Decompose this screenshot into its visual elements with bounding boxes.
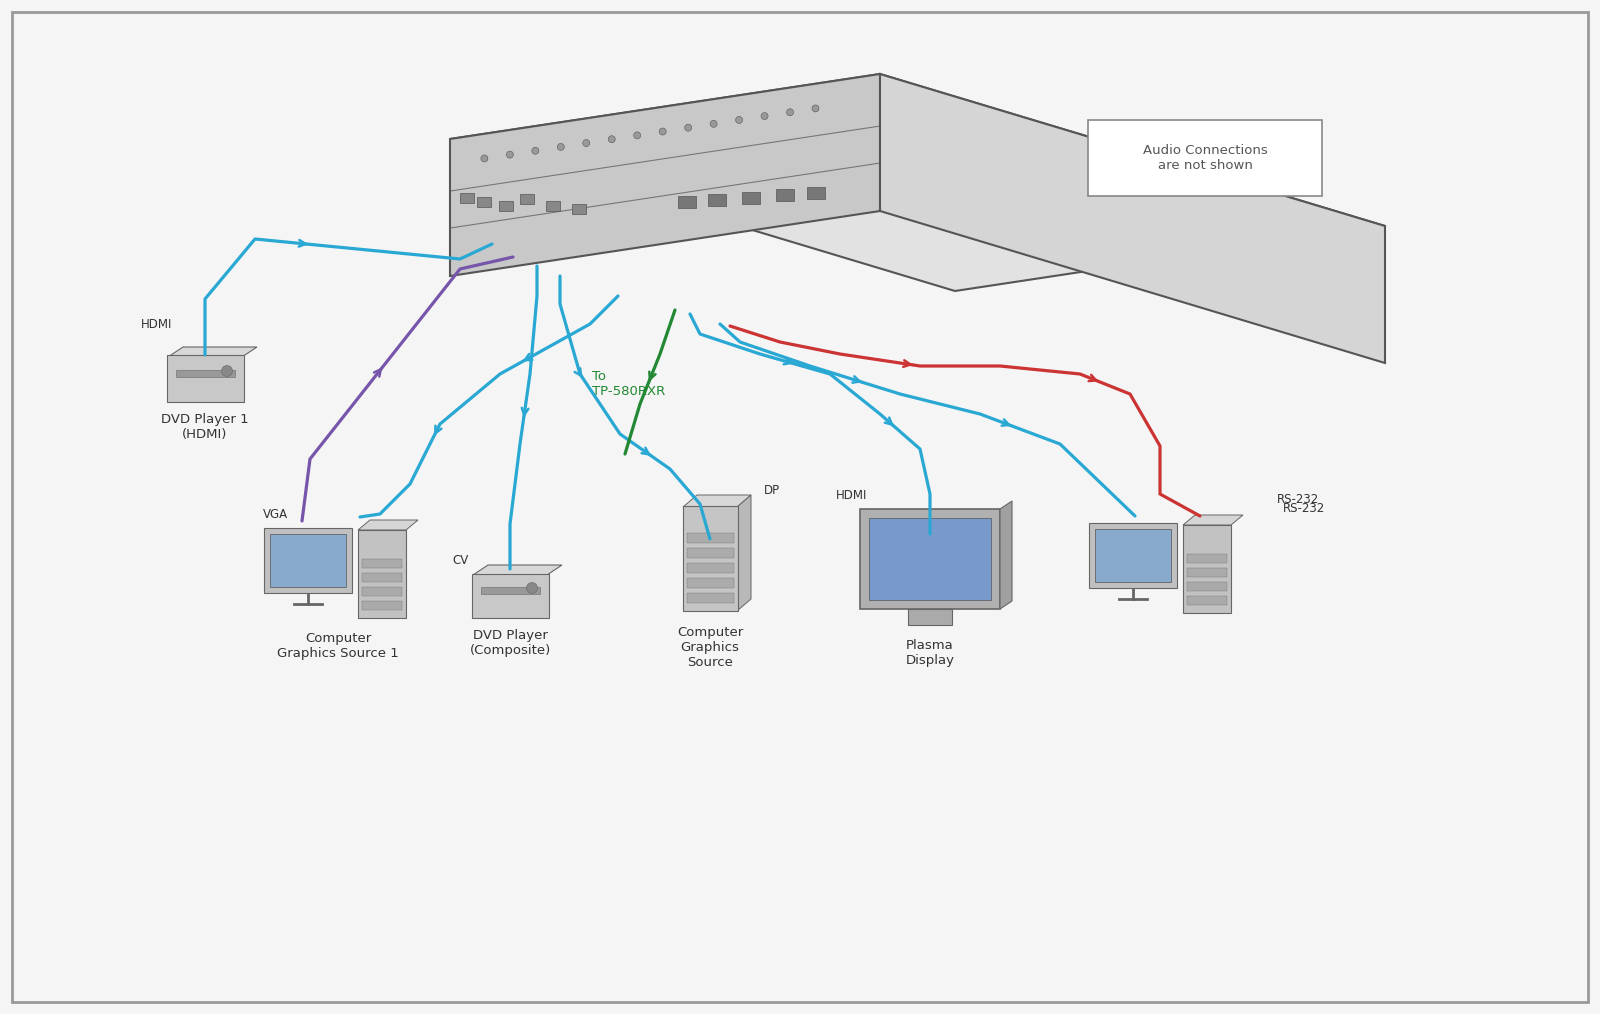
Bar — [270, 534, 346, 587]
Bar — [909, 609, 952, 625]
Polygon shape — [450, 74, 880, 276]
Bar — [1187, 596, 1227, 605]
Bar — [520, 194, 534, 204]
Bar — [176, 370, 235, 377]
FancyBboxPatch shape — [166, 355, 245, 402]
Circle shape — [634, 132, 640, 139]
Polygon shape — [738, 495, 750, 611]
Circle shape — [762, 113, 768, 120]
Text: DVD Player
(Composite): DVD Player (Composite) — [469, 629, 550, 657]
Bar — [677, 196, 696, 208]
Circle shape — [526, 582, 538, 593]
Bar — [573, 204, 586, 214]
Bar — [686, 563, 734, 573]
Bar — [686, 593, 734, 603]
Circle shape — [787, 108, 794, 116]
Polygon shape — [168, 347, 258, 357]
Bar — [362, 559, 402, 568]
Text: Audio Connections
are not shown: Audio Connections are not shown — [1142, 144, 1267, 172]
Bar — [499, 201, 514, 211]
Text: RS-232: RS-232 — [1277, 493, 1320, 506]
Circle shape — [531, 147, 539, 154]
Text: HDMI: HDMI — [141, 317, 173, 331]
Polygon shape — [880, 74, 1386, 363]
Polygon shape — [450, 74, 1386, 291]
Polygon shape — [474, 565, 562, 575]
Circle shape — [813, 104, 819, 112]
Bar — [546, 201, 560, 211]
Text: Computer
Graphics Source 1: Computer Graphics Source 1 — [277, 632, 398, 660]
Text: Plasma
Display: Plasma Display — [906, 639, 955, 667]
Bar — [686, 533, 734, 544]
Text: VGA: VGA — [262, 507, 288, 520]
Polygon shape — [1000, 501, 1013, 609]
Circle shape — [557, 143, 565, 150]
Circle shape — [608, 136, 616, 143]
Text: DVD Player 1
(HDMI): DVD Player 1 (HDMI) — [162, 413, 250, 441]
Bar — [1187, 554, 1227, 563]
Polygon shape — [1182, 515, 1243, 525]
Circle shape — [482, 155, 488, 162]
Bar — [461, 193, 474, 203]
Bar — [1187, 568, 1227, 577]
Text: CV: CV — [451, 554, 469, 567]
Bar — [686, 548, 734, 558]
Bar — [1090, 523, 1178, 588]
Bar — [861, 509, 1000, 609]
Bar — [869, 518, 990, 600]
Bar — [362, 601, 402, 610]
Bar — [362, 587, 402, 596]
Bar — [358, 530, 406, 618]
Text: HDMI: HDMI — [837, 489, 867, 502]
FancyBboxPatch shape — [13, 12, 1587, 1002]
Text: RS-232: RS-232 — [1283, 503, 1325, 515]
Circle shape — [221, 365, 232, 376]
Text: DP: DP — [763, 484, 781, 497]
Bar — [1182, 525, 1230, 613]
Bar — [264, 528, 352, 593]
Bar — [1187, 582, 1227, 591]
Bar — [686, 578, 734, 588]
Text: Computer
Graphics
Source: Computer Graphics Source — [677, 626, 742, 669]
Bar — [1094, 529, 1171, 582]
Bar — [806, 188, 824, 200]
Bar — [776, 190, 795, 201]
FancyBboxPatch shape — [1088, 120, 1322, 196]
Circle shape — [506, 151, 514, 158]
Bar — [742, 192, 760, 204]
FancyBboxPatch shape — [472, 574, 549, 618]
Bar — [683, 506, 738, 611]
Bar — [482, 587, 541, 594]
Circle shape — [685, 124, 691, 131]
Bar — [362, 573, 402, 582]
Circle shape — [736, 117, 742, 124]
Polygon shape — [358, 520, 418, 530]
Circle shape — [659, 128, 666, 135]
Polygon shape — [683, 495, 750, 507]
Circle shape — [710, 121, 717, 128]
Circle shape — [582, 140, 590, 147]
Bar — [477, 198, 491, 207]
Bar — [707, 194, 726, 206]
Text: To
TP-580RXR: To TP-580RXR — [592, 370, 666, 399]
